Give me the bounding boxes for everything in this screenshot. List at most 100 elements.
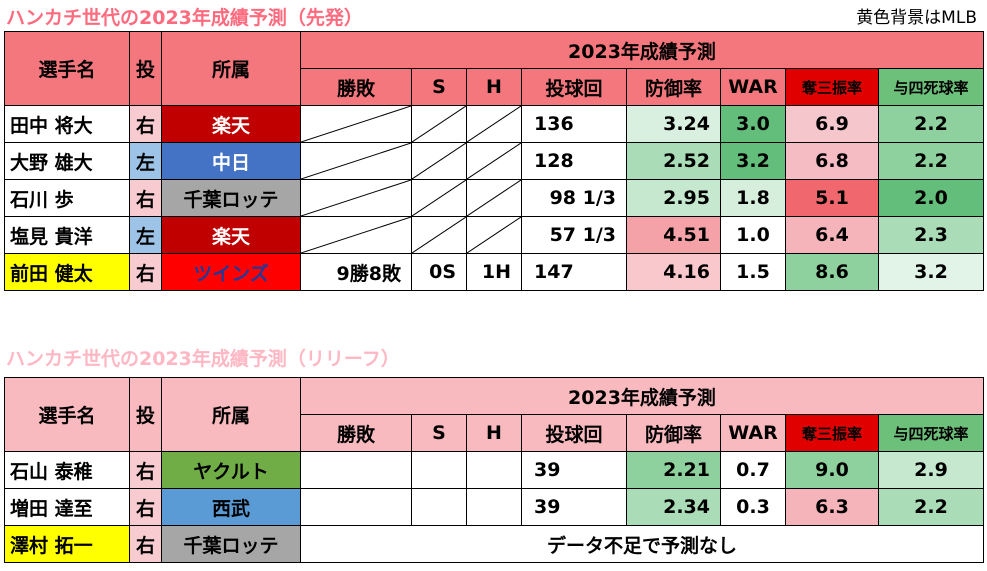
player-name: 塩見 貴洋 xyxy=(4,216,130,254)
strikeout-rate-value: 6.8 xyxy=(785,142,879,180)
header-strikeout-rate: 奪三振率 xyxy=(785,68,879,106)
player-name: 大野 雄大 xyxy=(4,142,130,180)
header-saves: S xyxy=(411,414,467,452)
war-value: 3.2 xyxy=(720,142,786,180)
war-value: 1.5 xyxy=(720,253,786,291)
header-walk-rate: 与四死球率 xyxy=(878,68,984,106)
header-hand: 投 xyxy=(129,377,162,452)
saves: 0S xyxy=(411,253,467,291)
war-value: 3.0 xyxy=(720,105,786,143)
era-value: 4.51 xyxy=(626,216,721,254)
innings-pitched: 98 1/3 xyxy=(521,179,627,217)
legend-note: 黄色背景はMLB xyxy=(856,8,977,28)
war-value: 0.3 xyxy=(720,488,786,526)
era-value: 2.95 xyxy=(626,179,721,217)
empty-slash-cell xyxy=(300,142,412,180)
team-name: ヤクルト xyxy=(161,451,301,489)
war-value: 1.0 xyxy=(720,216,786,254)
innings-pitched: 128 xyxy=(521,142,627,180)
era-value: 3.24 xyxy=(626,105,721,143)
header-projection: 2023年成績予測 xyxy=(300,377,984,415)
header-era: 防御率 xyxy=(626,68,721,106)
era-value: 2.52 xyxy=(626,142,721,180)
reliever-table-title: ハンカチ世代の2023年成績予測（リリーフ） xyxy=(6,348,400,370)
strikeout-rate-value: 6.3 xyxy=(785,488,879,526)
header-hand: 投 xyxy=(129,31,162,106)
walk-rate-value: 2.2 xyxy=(878,142,984,180)
team-name: 中日 xyxy=(161,142,301,180)
throwing-hand: 右 xyxy=(129,488,162,526)
throwing-hand: 右 xyxy=(129,105,162,143)
win-loss xyxy=(300,451,412,489)
walk-rate-value: 2.2 xyxy=(878,488,984,526)
no-projection-note: データ不足で予測なし xyxy=(300,525,984,563)
empty-slash-cell xyxy=(411,105,467,143)
reliever-projection-table: 選手名 投 所属 2023年成績予測 勝敗 S H 投球回 防御率 WAR 奪三… xyxy=(4,377,984,563)
strikeout-rate-value: 8.6 xyxy=(785,253,879,291)
walk-rate-value: 2.9 xyxy=(878,451,984,489)
holds: 1H xyxy=(466,253,522,291)
strikeout-rate-value: 6.9 xyxy=(785,105,879,143)
throwing-hand: 右 xyxy=(129,253,162,291)
header-name: 選手名 xyxy=(4,377,130,452)
header-name: 選手名 xyxy=(4,31,130,106)
player-name: 石川 歩 xyxy=(4,179,130,217)
player-name: 石山 泰稚 xyxy=(4,451,130,489)
win-loss: 9勝8敗 xyxy=(300,253,412,291)
empty-slash-cell xyxy=(466,216,522,254)
empty-slash-cell xyxy=(466,179,522,217)
header-holds: H xyxy=(466,414,522,452)
starter-table-title: ハンカチ世代の2023年成績予測（先発） xyxy=(6,7,363,29)
table-row: 石山 泰稚右ヤクルト 39 2.21 0.7 9.0 2.9 xyxy=(4,451,984,489)
header-projection: 2023年成績予測 xyxy=(300,31,984,69)
empty-slash-cell xyxy=(411,179,467,217)
table-row: 大野 雄大左中日 128 2.52 3.2 6.8 2.2 xyxy=(4,142,984,180)
empty-slash-cell xyxy=(300,105,412,143)
empty-slash-cell xyxy=(411,142,467,180)
player-name: 前田 健太 xyxy=(4,253,130,291)
win-loss xyxy=(300,488,412,526)
empty-slash-cell xyxy=(466,105,522,143)
throwing-hand: 左 xyxy=(129,142,162,180)
header-team: 所属 xyxy=(161,31,301,106)
innings-pitched: 147 xyxy=(521,253,627,291)
strikeout-rate-value: 6.4 xyxy=(785,216,879,254)
team-name: 西武 xyxy=(161,488,301,526)
team-name: ツインズ xyxy=(161,253,301,291)
player-name: 田中 将大 xyxy=(4,105,130,143)
saves xyxy=(411,451,467,489)
header-war: WAR xyxy=(720,68,786,106)
throwing-hand: 左 xyxy=(129,216,162,254)
header-holds: H xyxy=(466,68,522,106)
header-innings: 投球回 xyxy=(521,414,627,452)
table-row: 田中 将大右楽天 136 3.24 3.0 6.9 2.2 xyxy=(4,105,984,143)
throwing-hand: 右 xyxy=(129,179,162,217)
innings-pitched: 57 1/3 xyxy=(521,216,627,254)
war-value: 0.7 xyxy=(720,451,786,489)
starter-projection-table: 選手名 投 所属 2023年成績予測 勝敗 S H 投球回 防御率 WAR 奪三… xyxy=(4,31,984,291)
walk-rate-value: 2.0 xyxy=(878,179,984,217)
innings-pitched: 39 xyxy=(521,451,627,489)
header-innings: 投球回 xyxy=(521,68,627,106)
team-name: 楽天 xyxy=(161,105,301,143)
walk-rate-value: 2.2 xyxy=(878,105,984,143)
table-row: 塩見 貴洋左楽天 57 1/3 4.51 1.0 6.4 2.3 xyxy=(4,216,984,254)
table-row: 増田 達至右西武 39 2.34 0.3 6.3 2.2 xyxy=(4,488,984,526)
header-wl: 勝敗 xyxy=(300,414,412,452)
header-strikeout-rate: 奪三振率 xyxy=(785,414,879,452)
strikeout-rate-value: 5.1 xyxy=(785,179,879,217)
holds xyxy=(466,488,522,526)
header-war: WAR xyxy=(720,414,786,452)
player-name: 澤村 拓一 xyxy=(4,525,130,563)
header-saves: S xyxy=(411,68,467,106)
header-team: 所属 xyxy=(161,377,301,452)
era-value: 4.16 xyxy=(626,253,721,291)
throwing-hand: 右 xyxy=(129,525,162,563)
empty-slash-cell xyxy=(411,216,467,254)
era-value: 2.34 xyxy=(626,488,721,526)
table-row: 石川 歩右千葉ロッテ 98 1/3 2.95 1.8 5.1 2.0 xyxy=(4,179,984,217)
team-name: 楽天 xyxy=(161,216,301,254)
table-row: 前田 健太右ツインズ 9勝8敗 0S 1H 147 4.16 1.5 8.6 3.2 xyxy=(4,253,984,291)
era-value: 2.21 xyxy=(626,451,721,489)
innings-pitched: 39 xyxy=(521,488,627,526)
